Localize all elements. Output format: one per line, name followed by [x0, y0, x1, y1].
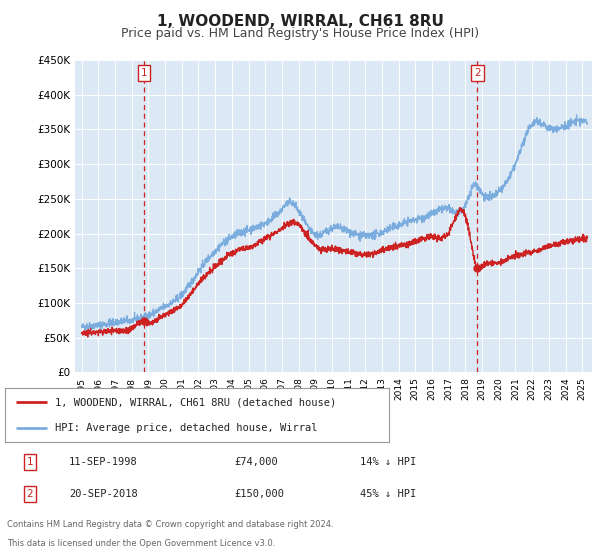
Text: 1, WOODEND, WIRRAL, CH61 8RU (detached house): 1, WOODEND, WIRRAL, CH61 8RU (detached h…	[55, 398, 336, 407]
Text: Contains HM Land Registry data © Crown copyright and database right 2024.: Contains HM Land Registry data © Crown c…	[7, 520, 334, 529]
Text: 1: 1	[26, 457, 34, 467]
Text: 14% ↓ HPI: 14% ↓ HPI	[360, 457, 416, 467]
Text: This data is licensed under the Open Government Licence v3.0.: This data is licensed under the Open Gov…	[7, 539, 275, 548]
Text: 1: 1	[140, 68, 147, 78]
Text: 11-SEP-1998: 11-SEP-1998	[69, 457, 138, 467]
Text: 20-SEP-2018: 20-SEP-2018	[69, 489, 138, 499]
Text: 1, WOODEND, WIRRAL, CH61 8RU: 1, WOODEND, WIRRAL, CH61 8RU	[157, 14, 443, 29]
Text: 2: 2	[474, 68, 481, 78]
Text: £150,000: £150,000	[234, 489, 284, 499]
Text: Price paid vs. HM Land Registry's House Price Index (HPI): Price paid vs. HM Land Registry's House …	[121, 27, 479, 40]
Text: 2: 2	[26, 489, 34, 499]
Text: HPI: Average price, detached house, Wirral: HPI: Average price, detached house, Wirr…	[55, 423, 317, 432]
Text: 45% ↓ HPI: 45% ↓ HPI	[360, 489, 416, 499]
Text: £74,000: £74,000	[234, 457, 278, 467]
